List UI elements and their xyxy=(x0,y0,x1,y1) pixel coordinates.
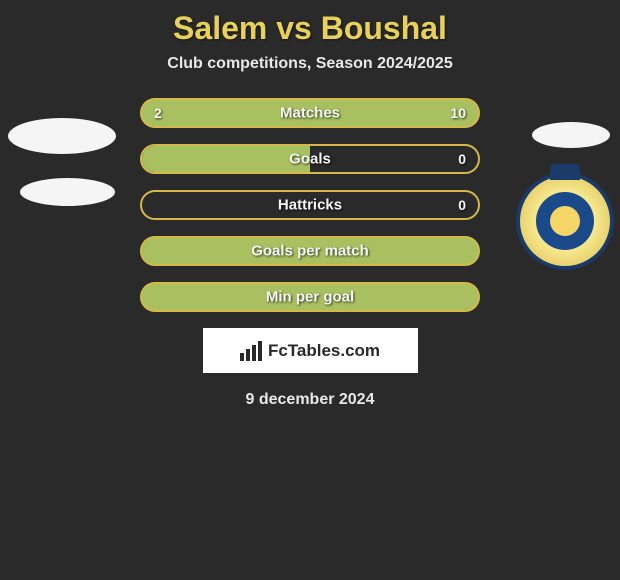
club-logo-left-1 xyxy=(8,118,116,154)
watermark-text: FcTables.com xyxy=(268,341,380,361)
club-logo-left-2 xyxy=(20,178,115,206)
stat-row-goals: Goals 0 xyxy=(140,144,480,174)
club-logo-right xyxy=(516,172,614,270)
stat-row-min-per-goal: Min per goal xyxy=(140,282,480,312)
stat-label: Min per goal xyxy=(266,289,354,306)
comparison-title: Salem vs Boushal xyxy=(0,10,620,47)
stat-value-left: 2 xyxy=(154,105,162,121)
chart-bars-icon xyxy=(240,341,262,361)
subtitle: Club competitions, Season 2024/2025 xyxy=(0,55,620,73)
club-logo-right-small xyxy=(532,122,610,148)
watermark-box: FcTables.com xyxy=(203,328,418,373)
comparison-container: Salem vs Boushal Club competitions, Seas… xyxy=(0,0,620,409)
stat-row-hattricks: Hattricks 0 xyxy=(140,190,480,220)
stat-label: Matches xyxy=(280,105,340,122)
date-text: 9 december 2024 xyxy=(0,391,620,409)
stat-label: Goals per match xyxy=(251,243,369,260)
stats-container: 2 Matches 10 Goals 0 Hattricks 0 Goals p… xyxy=(140,98,480,312)
stat-label: Hattricks xyxy=(278,197,342,214)
stat-label: Goals xyxy=(289,151,331,168)
stat-value-right: 0 xyxy=(458,197,466,213)
club-logo-inner xyxy=(536,192,594,250)
stat-value-right: 10 xyxy=(450,105,466,121)
club-logo-center xyxy=(550,206,580,236)
stat-row-matches: 2 Matches 10 xyxy=(140,98,480,128)
stat-fill-left xyxy=(142,146,310,172)
stat-value-right: 0 xyxy=(458,151,466,167)
stat-row-goals-per-match: Goals per match xyxy=(140,236,480,266)
